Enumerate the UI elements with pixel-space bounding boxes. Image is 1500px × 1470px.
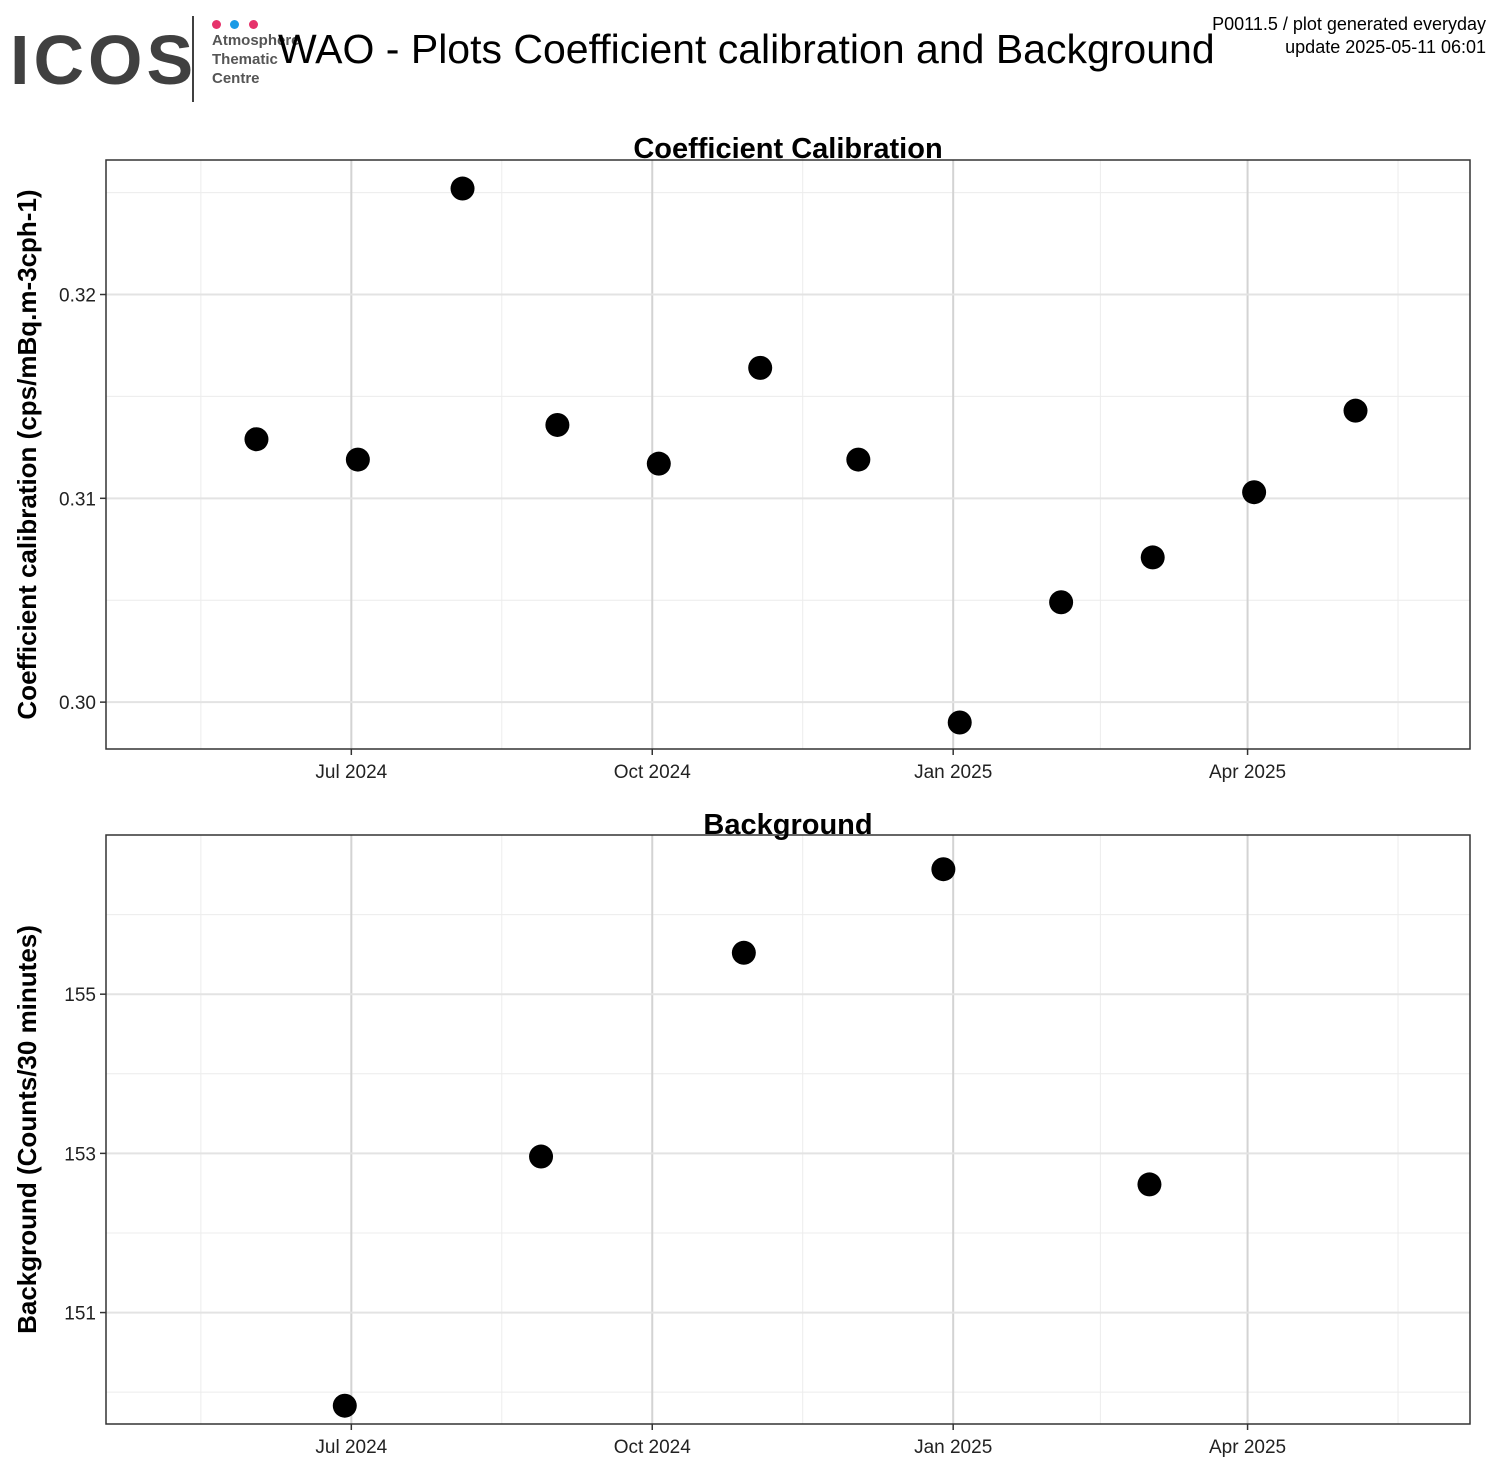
data-point <box>947 710 972 735</box>
generation-note: P0011.5 / plot generated everyday <box>1212 14 1486 34</box>
y-tick-label: 151 <box>64 1304 96 1325</box>
data-point <box>1343 398 1368 423</box>
panel-border <box>105 834 1471 1425</box>
y-axis-label: Coefficient calibration (cps/mBq.m-3cph-… <box>12 189 42 719</box>
logo-divider <box>192 16 194 102</box>
data-point <box>1242 480 1267 505</box>
x-tick-label: Apr 2025 <box>1209 762 1286 783</box>
logo-line: Centre <box>212 70 260 87</box>
data-point <box>450 176 475 201</box>
x-tick-label: Jan 2025 <box>914 1437 992 1458</box>
generation-info: P0011.5 / plot generated everyday update… <box>1212 13 1486 59</box>
logo-dot <box>212 20 221 29</box>
y-tick-label: 0.32 <box>59 286 96 307</box>
data-point <box>1140 545 1165 570</box>
logo-dot <box>248 20 258 29</box>
data-point <box>1049 590 1074 615</box>
x-tick-label: Apr 2025 <box>1209 1437 1286 1458</box>
x-tick-label: Oct 2024 <box>614 762 692 783</box>
data-point <box>529 1144 554 1169</box>
data-point <box>731 940 756 965</box>
chart-title: Background <box>703 809 872 841</box>
logo-subtitle: Atmosphere Thematic Centre <box>212 31 300 88</box>
y-tick-label: 155 <box>64 985 96 1006</box>
x-tick-label: Oct 2024 <box>614 1437 692 1458</box>
data-point <box>1137 1172 1162 1197</box>
icos-logo: ICOS Atmosphere Thematic Centre <box>10 14 310 106</box>
data-point <box>345 447 370 472</box>
data-point <box>332 1393 357 1418</box>
update-timestamp: update 2025-05-11 06:01 <box>1285 37 1486 57</box>
data-point <box>846 447 871 472</box>
x-tick-label: Jan 2025 <box>914 762 992 783</box>
data-point <box>748 355 773 380</box>
logo-dot <box>230 20 240 29</box>
y-tick-label: 0.31 <box>59 489 96 510</box>
logo-wordmark: ICOS <box>10 21 198 99</box>
logo-line: Atmosphere <box>212 32 300 49</box>
chart-title: Coefficient Calibration <box>633 133 942 165</box>
x-tick-label: Jul 2024 <box>315 1437 387 1458</box>
data-point <box>545 412 570 437</box>
page-title: WAO - Plots Coefficient calibration and … <box>278 26 1215 72</box>
data-point <box>931 857 956 882</box>
x-tick-label: Jul 2024 <box>315 762 387 783</box>
y-tick-label: 153 <box>64 1144 96 1165</box>
data-point <box>646 451 671 476</box>
panel-border <box>105 159 1471 750</box>
y-axis-label: Background (Counts/30 minutes) <box>12 925 42 1334</box>
y-tick-label: 0.30 <box>59 693 96 714</box>
data-point <box>244 427 269 452</box>
logo-line: Thematic <box>212 51 278 68</box>
logo-dots <box>212 16 263 34</box>
